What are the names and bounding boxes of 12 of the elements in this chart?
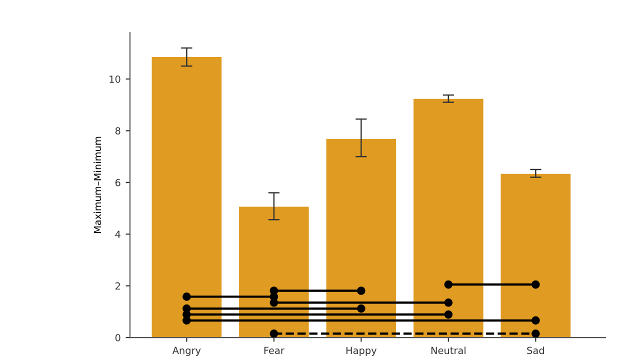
y-tick-label: 6 (115, 178, 120, 186)
y-tick-label: 10 (110, 76, 120, 83)
x-tick-label: Neutral (431, 346, 466, 354)
y-tick-label: 2 (115, 282, 120, 290)
x-tick-label: Fear (264, 346, 284, 354)
y-tick-label: 0 (115, 334, 120, 342)
y-tick-label: 8 (115, 127, 120, 135)
x-tick-label: Sad (527, 346, 544, 354)
x-tick-label: Happy (346, 346, 377, 356)
y-axis-title: Maximum–Minimum (94, 136, 102, 233)
x-tick-label: Angry (172, 346, 201, 356)
y-tick-label: 4 (115, 230, 120, 238)
